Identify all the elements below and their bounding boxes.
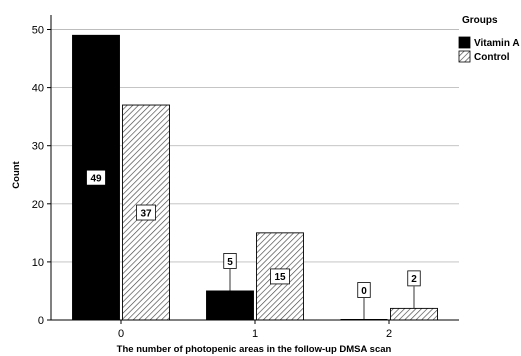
y-tick-label: 30 xyxy=(32,141,44,153)
legend-label-vitamin-a: Vitamin A xyxy=(474,38,520,49)
y-tick-label: 20 xyxy=(32,199,44,211)
data-label: 49 xyxy=(90,173,102,184)
data-label-box xyxy=(357,282,371,298)
data-label-box xyxy=(270,268,290,285)
y-tick-label: 40 xyxy=(32,83,44,95)
legend: Groups Vitamin A Control xyxy=(458,15,520,63)
legend-swatch-vitamin-a xyxy=(458,36,471,49)
data-label: 5 xyxy=(227,257,233,268)
data-label: 15 xyxy=(274,272,286,283)
y-tick-label: 10 xyxy=(32,257,44,269)
data-label: 37 xyxy=(140,208,152,219)
data-label-box xyxy=(407,270,421,287)
data-label-box xyxy=(223,253,237,269)
bars xyxy=(72,34,438,321)
data-label: 0 xyxy=(361,286,367,297)
data-labels: 49 37 5 15 0 2 xyxy=(86,169,421,320)
x-tick-label: 2 xyxy=(386,328,392,340)
x-tick-label: 0 xyxy=(118,328,124,340)
data-label-box xyxy=(86,169,106,186)
bar-vitamin-a-1 xyxy=(206,290,254,321)
data-label: 2 xyxy=(411,274,417,285)
y-axis-title: Count xyxy=(11,160,22,188)
data-label-box xyxy=(136,204,156,221)
bar-control-2 xyxy=(390,307,438,321)
x-tick-label: 1 xyxy=(252,328,258,340)
legend-label-control: Control xyxy=(474,52,510,63)
legend-swatch-control xyxy=(458,50,471,63)
x-axis-title: The number of photopenic areas in the fo… xyxy=(117,344,392,355)
legend-title: Groups xyxy=(462,15,498,26)
y-tick-label: 50 xyxy=(32,25,44,37)
y-tick-label: 0 xyxy=(38,315,44,327)
